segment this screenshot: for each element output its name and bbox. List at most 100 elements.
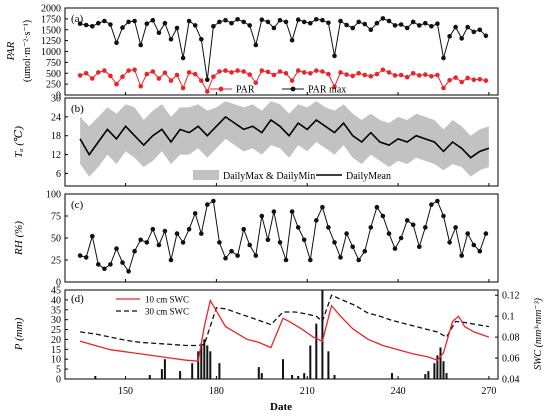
par-point — [253, 80, 259, 86]
par-max-point — [247, 23, 252, 28]
rh-point — [271, 209, 277, 214]
par-max-point — [447, 34, 452, 39]
y-tick-label-right: 0.12 — [502, 291, 520, 302]
par-point — [386, 70, 392, 75]
panel-b: (b) 6 12 18 24 30 Tₐ (℃) DailyMax & DailyMin… — [13, 94, 499, 187]
par-max-point — [211, 24, 216, 29]
rh-point — [102, 266, 107, 272]
par-max-series — [77, 16, 489, 83]
par-max-point — [338, 18, 343, 24]
par-point — [174, 72, 180, 78]
precip-bar — [439, 347, 442, 379]
x-axis: 150 180 210 240 270 — [118, 92, 496, 397]
rh-point — [350, 244, 356, 250]
rh-point — [308, 257, 313, 263]
rh-point — [223, 255, 228, 261]
par-point — [114, 81, 119, 87]
panel-d-label: (d) — [71, 293, 84, 305]
y-tick-label: 0 — [56, 91, 61, 102]
rh-point — [259, 213, 265, 219]
rh-point — [114, 246, 119, 251]
par-point — [362, 72, 368, 78]
par-max-point — [362, 21, 368, 27]
par-max-point — [271, 25, 277, 31]
rh-point — [477, 248, 483, 254]
par-point — [150, 69, 156, 74]
rh-point — [132, 248, 137, 254]
par-max-point — [368, 27, 374, 33]
panel-b-frame — [64, 97, 499, 187]
precip-bar — [160, 369, 163, 379]
y-tick-label: 25 — [51, 256, 61, 267]
rh-point — [211, 198, 216, 204]
precip-bar — [282, 359, 284, 379]
y-tick-label: 25 — [51, 325, 61, 336]
panel-d-ylabel-right: SWC (mm³·mm⁻³) — [533, 297, 544, 369]
panel-d-frame — [64, 289, 499, 380]
par-point — [465, 75, 471, 81]
par-point — [320, 69, 325, 74]
par-max-point — [308, 20, 313, 26]
par-point — [295, 68, 301, 73]
par-point — [192, 71, 198, 77]
rh-point — [441, 213, 446, 219]
precip-bar — [436, 355, 439, 379]
y-tick-label: 40 — [51, 295, 61, 306]
par-max-point — [180, 55, 186, 61]
par-point — [126, 68, 131, 73]
rh-point — [96, 262, 101, 267]
par-point — [223, 68, 228, 73]
rh-point — [138, 237, 143, 243]
panel-c-y-ticks: 0 25 50 75 100 — [46, 190, 68, 289]
legend-swc30-label: 30 cm SWC — [145, 307, 189, 317]
rh-point — [471, 242, 477, 248]
par-point — [186, 70, 192, 75]
par-point — [241, 69, 246, 74]
par-point — [77, 73, 83, 78]
rh-point — [229, 248, 234, 254]
y-tick-label: 30 — [51, 94, 61, 105]
par-max-point — [144, 21, 150, 27]
precip-bar — [445, 373, 448, 379]
par-point — [162, 70, 168, 76]
y-tick-label: 1500 — [41, 25, 61, 36]
rh-point — [459, 253, 465, 258]
y-tick-label: 100 — [46, 190, 61, 201]
par-point — [441, 85, 446, 91]
par-max-point — [429, 24, 434, 29]
par-point — [102, 68, 107, 73]
rh-point — [192, 211, 198, 216]
rh-point — [410, 222, 416, 228]
panel-a-ylabel-line2: (umol·m⁻²·s⁻¹) — [22, 20, 33, 82]
par-max-point — [132, 18, 137, 24]
rh-point — [338, 255, 343, 260]
precip-bar — [218, 363, 221, 379]
precip-bar — [94, 376, 97, 379]
par-point — [314, 68, 319, 73]
par-point — [332, 84, 337, 89]
par-max-point — [223, 17, 228, 23]
panel-d-legend: 10 cm SWC 30 cm SWC — [116, 295, 189, 317]
precip-bar — [321, 290, 324, 379]
par-max-point — [404, 25, 410, 31]
par-point — [398, 72, 404, 78]
par-max-point — [374, 20, 380, 26]
y-tick-label: 500 — [46, 69, 61, 80]
rh-line — [79, 200, 487, 273]
rh-point — [368, 225, 374, 230]
par-max-point — [441, 55, 446, 61]
y-tick-label: 45 — [51, 286, 61, 297]
par-max-point — [102, 18, 107, 24]
rh-point — [326, 225, 331, 230]
par-point — [96, 70, 101, 75]
par-max-point — [77, 21, 83, 27]
par-point — [168, 78, 174, 83]
par-max-point — [380, 16, 386, 21]
par-point — [235, 68, 240, 73]
rh-point — [314, 218, 319, 223]
rh-point — [344, 231, 349, 236]
rh-point — [435, 198, 440, 204]
par-max-point — [295, 17, 301, 23]
par-point — [429, 74, 434, 79]
